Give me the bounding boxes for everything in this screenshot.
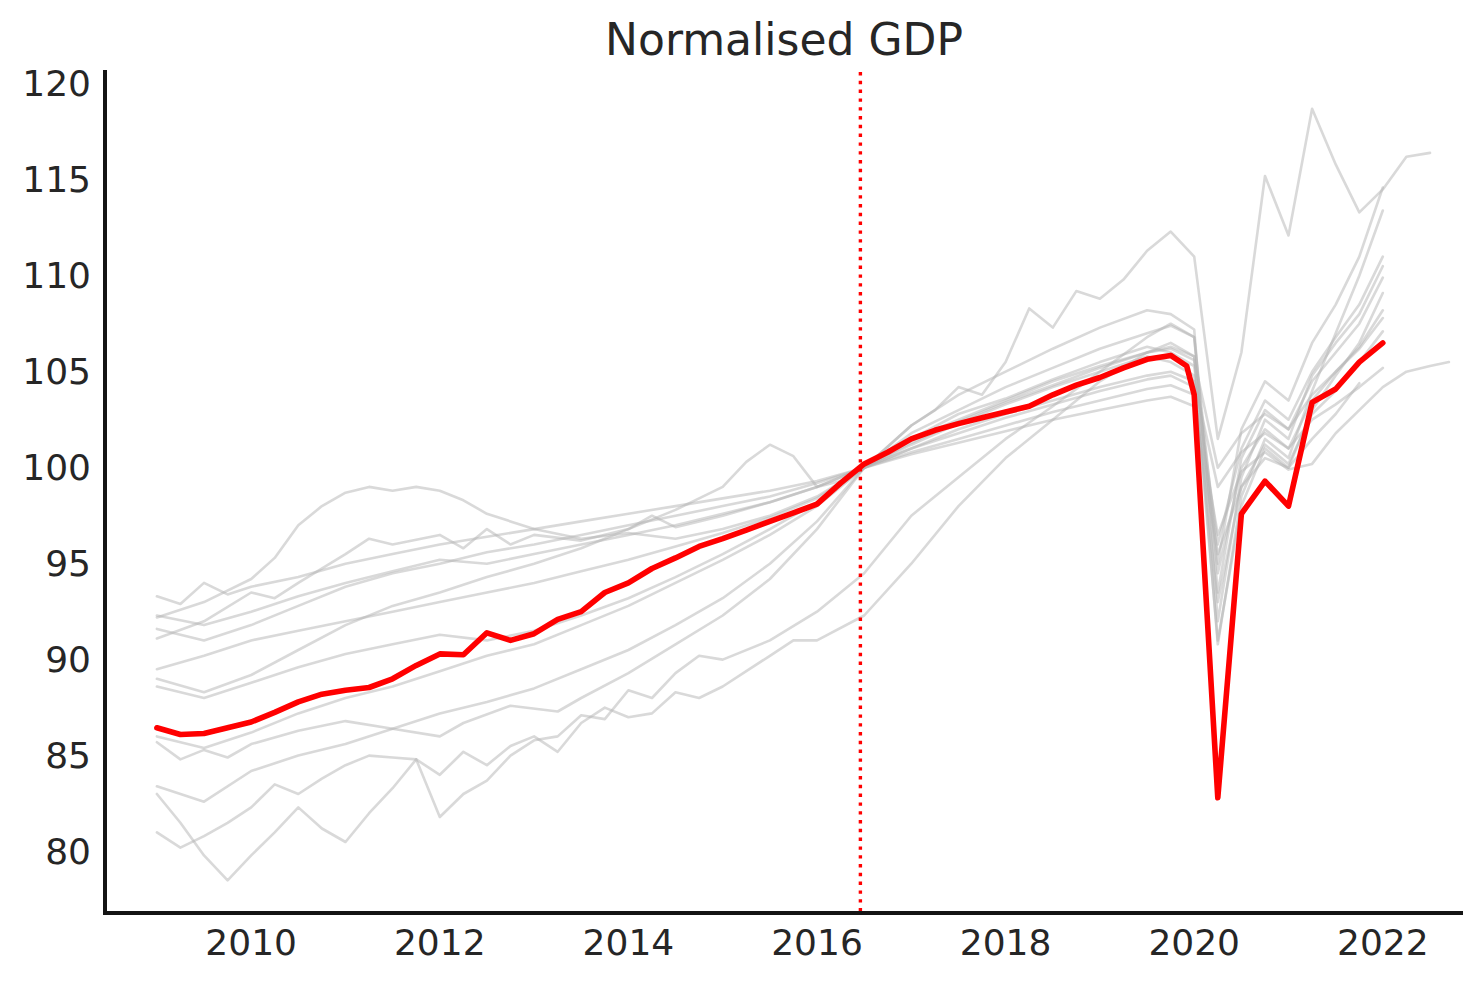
x-tick-label: 2010	[205, 922, 297, 963]
y-tick-label: 85	[45, 735, 91, 776]
gdp-figure: Normalised GDP 8085909510010511011512020…	[0, 0, 1463, 983]
x-tick-label: 2016	[771, 922, 863, 963]
y-tick-label: 80	[45, 831, 91, 872]
y-tick-label: 95	[45, 543, 91, 584]
x-tick-label: 2022	[1337, 922, 1429, 963]
x-tick-label: 2012	[394, 922, 486, 963]
y-tick-label: 90	[45, 639, 91, 680]
x-tick-label: 2014	[583, 922, 675, 963]
x-tick-label: 2018	[960, 922, 1052, 963]
series-line-country-03	[157, 211, 1383, 881]
y-tick-label: 100	[22, 447, 91, 488]
x-tick-label: 2020	[1148, 922, 1240, 963]
chart-canvas: 80 85 90 95 100 105 110 115 120 2010 2012 2014 2016 2…	[0, 0, 1463, 983]
y-tick-label: 105	[22, 351, 91, 392]
y-tick-label: 120	[22, 63, 91, 104]
y-tick-label: 110	[22, 255, 91, 296]
y-tick-label: 115	[22, 159, 91, 200]
